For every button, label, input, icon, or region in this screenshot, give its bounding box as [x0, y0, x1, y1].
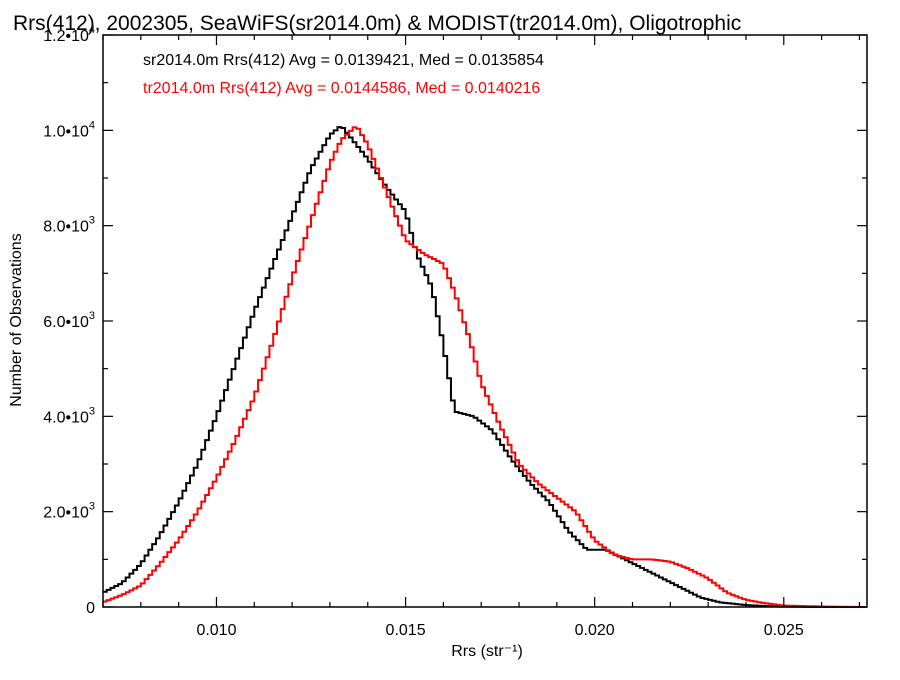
series-layer — [103, 126, 867, 608]
legend-entry-sr2014: sr2014.0m Rrs(412) Avg = 0.0139421, Med … — [143, 52, 544, 69]
y-tick-label: 4.0•103 — [43, 405, 95, 426]
y-tick-label: 6.0•103 — [43, 310, 95, 331]
axes-layer: 0.010 0.015 0.020 0.025 0 2.0•103 4.0•103 6.0•1… — [43, 24, 868, 639]
x-tick-label: 0.020 — [575, 622, 615, 639]
y-tick-label: 8.0•103 — [43, 215, 95, 236]
x-tick-label: 0.015 — [386, 622, 426, 639]
x-axis-label: Rrs (str⁻¹) — [451, 643, 523, 660]
x-tick-label: 0.010 — [196, 622, 236, 639]
y-tick-label: 1.2•104 — [43, 24, 95, 45]
series-line-tr2014.0m — [103, 126, 867, 608]
y-tick-label: 2.0•103 — [43, 501, 95, 522]
y-tick-label: 1.0•104 — [43, 119, 95, 140]
chart-title: Rrs(412), 2002305, SeaWiFS(sr2014.0m) & … — [13, 12, 741, 35]
legend-entry-tr2014: tr2014.0m Rrs(412) Avg = 0.0144586, Med … — [143, 80, 540, 97]
x-tick-label: 0.025 — [764, 622, 804, 639]
y-axis-label: Number of Observations — [8, 233, 25, 406]
y-tick-label: 0 — [86, 600, 95, 617]
series-line-sr2014.0m — [103, 126, 867, 608]
